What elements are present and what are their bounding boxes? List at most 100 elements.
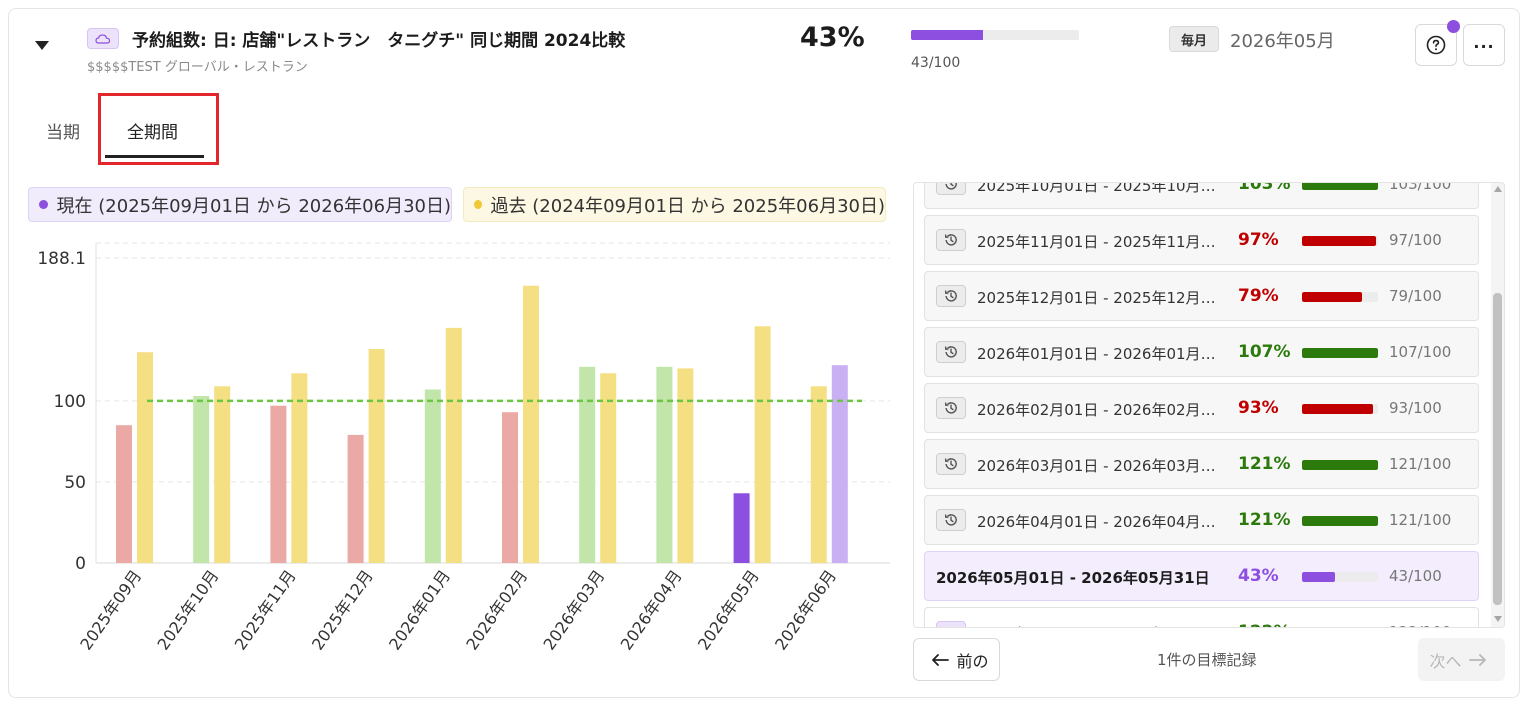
active-tab-underline <box>105 155 204 158</box>
list-item-range: 2026年01月01日 - 2026年01月31日 <box>977 345 1225 363</box>
prev-page-button[interactable]: 前の <box>913 638 1000 681</box>
bar-past <box>445 327 462 563</box>
list-item[interactable]: 2026年01月01日 - 2026年01月31日 107% 107/100 <box>924 327 1479 377</box>
x-tick-label: 2025年09月 <box>76 566 145 653</box>
bar-current <box>347 434 364 563</box>
bar-current <box>831 365 848 563</box>
record-count: 1件の目標記録 <box>1157 651 1257 669</box>
x-tick-label: 2026年06月 <box>771 566 840 653</box>
bar-past <box>523 285 539 563</box>
list-item[interactable]: 2025年12月01日 - 2025年12月31日 79% 79/100 <box>924 271 1479 321</box>
y-tick-label: 0 <box>75 554 86 574</box>
notification-dot <box>1447 20 1460 33</box>
bar-current <box>502 412 518 563</box>
goal-subtitle: $$$$$TEST グローバル・レストラン <box>87 60 308 75</box>
list-item[interactable]: 2026年06月01日 - 2026年06月30日 122% 122/100 <box>924 607 1479 627</box>
list-item-progress-bar <box>1302 183 1378 190</box>
list-item-ratio: 121/100 <box>1389 511 1452 529</box>
list-item-progress-bar <box>1302 292 1378 302</box>
goal-progress-bar <box>911 30 1079 40</box>
list-item-range: 2025年12月01日 - 2025年12月31日 <box>977 289 1225 307</box>
arrow-right-icon <box>1468 653 1488 667</box>
list-item-percent: 93% <box>1238 398 1279 418</box>
bar-past <box>677 368 694 563</box>
list-item[interactable]: 2026年03月01日 - 2026年03月31日 121% 121/100 <box>924 439 1479 489</box>
y-tick-label: 188.1 <box>37 249 86 269</box>
goal-ratio: 43/100 <box>911 55 961 71</box>
list-item-progress-bar <box>1302 404 1378 414</box>
list-item-range: 2026年04月01日 - 2026年04月30日 <box>977 513 1225 531</box>
list-item-range: 2026年03月01日 - 2026年03月31日 <box>977 457 1225 475</box>
list-item-progress-bar <box>1302 516 1378 526</box>
scroll-up-icon[interactable] <box>1494 186 1502 192</box>
list-item[interactable]: 2026年04月01日 - 2026年04月30日 121% 121/100 <box>924 495 1479 545</box>
goal-type-badge <box>87 28 119 49</box>
x-tick-label: 2026年01月 <box>385 566 454 653</box>
list-item-progress-fill <box>1302 183 1378 190</box>
list-item-range: 2025年10月01日 - 2025年10月31日 <box>977 183 1225 195</box>
list-item-progress-fill <box>1302 572 1335 582</box>
more-options-button[interactable]: ... <box>1463 24 1505 66</box>
list-item-range: 2026年06月01日 - 2026年06月30日 <box>977 623 1225 627</box>
x-tick-label: 2026年05月 <box>694 566 763 653</box>
bar-past <box>214 386 231 563</box>
period-label: 2026年05月 <box>1230 31 1335 52</box>
bar-past <box>810 386 827 563</box>
tab-current-period[interactable]: 当期 <box>46 123 80 143</box>
x-tick-label: 2025年10月 <box>154 566 223 653</box>
list-item-percent: 121% <box>1238 510 1291 530</box>
arrow-left-icon <box>930 653 950 667</box>
history-icon <box>936 341 966 363</box>
history-icon <box>936 229 966 251</box>
history-icon <box>936 453 966 475</box>
list-item-percent: 79% <box>1238 286 1279 306</box>
list-item-progress-fill <box>1302 236 1376 246</box>
tab-all-periods[interactable]: 全期間 <box>127 123 178 143</box>
next-page-button[interactable]: 次へ <box>1418 638 1505 681</box>
more-icon: ... <box>1473 32 1495 52</box>
list-item-ratio: 79/100 <box>1389 287 1442 305</box>
list-item-progress-fill <box>1302 404 1373 414</box>
frequency-badge: 毎月 <box>1169 26 1219 52</box>
legend-current-dot <box>39 200 48 209</box>
list-item-progress-fill <box>1302 292 1363 302</box>
list-item-percent: 107% <box>1238 342 1291 362</box>
x-tick-label: 2026年03月 <box>540 566 609 653</box>
history-icon <box>936 285 966 307</box>
list-item-ratio: 121/100 <box>1389 455 1452 473</box>
list-item-progress-bar <box>1302 348 1378 358</box>
bar-current <box>193 395 210 563</box>
bar-past <box>291 373 308 563</box>
legend-current[interactable]: 現在 (2025年09月01日 から 2026年06月30日) <box>28 187 452 222</box>
x-tick-label: 2026年02月 <box>462 566 531 653</box>
list-item[interactable]: 2026年02月01日 - 2026年02月28日 93% 93/100 <box>924 383 1479 433</box>
list-item-ratio: 107/100 <box>1389 343 1452 361</box>
legend-past[interactable]: 過去 (2024年09月01日 から 2025年06月30日) <box>463 187 886 222</box>
list-scrollbar[interactable] <box>1491 183 1504 627</box>
y-tick-label: 100 <box>54 392 86 412</box>
list-item-percent: 122% <box>1238 622 1291 627</box>
bar-current <box>656 366 673 563</box>
collapse-toggle-icon[interactable] <box>35 41 49 50</box>
list-item-range: 2025年11月01日 - 2025年11月30日 <box>977 233 1225 251</box>
list-item-ratio: 97/100 <box>1389 231 1442 249</box>
list-item[interactable]: 2025年11月01日 - 2025年11月30日 97% 97/100 <box>924 215 1479 265</box>
list-item-percent: 121% <box>1238 454 1291 474</box>
goal-percent: 43% <box>800 22 865 53</box>
list-item-progress-bar <box>1302 236 1378 246</box>
list-item-ratio: 43/100 <box>1389 567 1442 585</box>
goal-progress-fill <box>911 30 984 40</box>
legend-past-dot <box>474 200 482 209</box>
next-page-label: 次へ <box>1429 651 1462 671</box>
bar-past <box>754 326 771 563</box>
legend-current-label: 現在 (2025年09月01日 から 2026年06月30日) <box>56 195 451 217</box>
scroll-thumb[interactable] <box>1493 293 1502 605</box>
list-item[interactable]: 2026年05月01日 - 2026年05月31日 43% 43/100 <box>924 551 1479 601</box>
x-tick-label: 2025年12月 <box>308 566 377 653</box>
scroll-down-icon[interactable] <box>1494 616 1502 622</box>
goal-title: 予約組数: 日: 店舗"レストラン タニグチ" 同じ期間 2024比較 <box>132 31 626 51</box>
bar-current <box>733 493 750 563</box>
list-item-ratio: 122/100 <box>1389 623 1451 627</box>
cloud-icon <box>95 33 111 44</box>
list-item[interactable]: 2025年10月01日 - 2025年10月31日 103% 103/100 <box>924 183 1479 209</box>
